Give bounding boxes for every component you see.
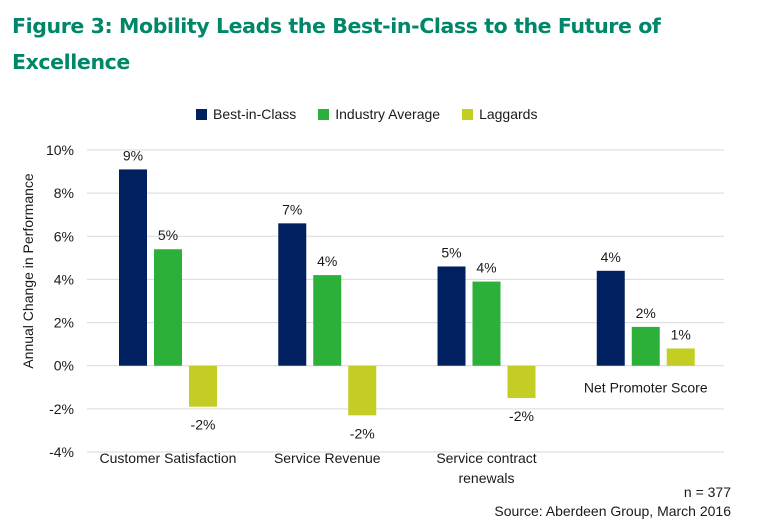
gridlines — [87, 149, 724, 453]
bar-laggards — [348, 365, 377, 416]
chart-legend: Best-in-Class Industry Average Laggards — [196, 106, 559, 122]
bar-industry-average — [472, 281, 501, 366]
y-tick-label: -4% — [49, 444, 74, 460]
legend-label: Laggards — [479, 106, 538, 122]
legend-item-best-in-class: Best-in-Class — [196, 106, 296, 122]
data-label: 4% — [317, 253, 337, 269]
category-label: Customer Satisfaction — [100, 450, 237, 466]
y-tick-label: 6% — [54, 228, 74, 244]
data-label: -2% — [350, 425, 375, 441]
data-label: 4% — [601, 249, 621, 265]
data-label: 5% — [158, 227, 178, 243]
data-label: -2% — [191, 417, 216, 433]
bar-best-in-class — [278, 223, 307, 366]
sample-size-note: n = 377 — [683, 484, 731, 500]
legend-label: Best-in-Class — [213, 106, 297, 122]
bar-best-in-class — [596, 270, 625, 366]
data-label: -2% — [509, 408, 534, 424]
data-labels: 9% 5% -2% 7% 4% -2% 5% 4% -2% 4% 2% 1% — [123, 147, 691, 441]
y-tick-label: 4% — [54, 271, 74, 287]
data-label: 2% — [636, 305, 656, 321]
bar-laggards — [507, 365, 536, 399]
y-tick-label: 8% — [54, 185, 74, 201]
legend-label: Industry Average — [335, 106, 441, 122]
legend-swatch-industry-average — [318, 108, 330, 120]
bar-best-in-class — [119, 169, 147, 366]
chart-title: Figure 3: Mobility Leads the Best-in-Cla… — [12, 14, 661, 74]
data-label: 4% — [476, 260, 496, 276]
category-label: Service contract — [436, 450, 536, 466]
category-labels: Customer Satisfaction Service Revenue Serv… — [100, 380, 708, 486]
bar-laggards — [666, 348, 695, 366]
y-tick-label: 10% — [46, 142, 74, 158]
bar-industry-average — [154, 249, 182, 366]
source-note: Source: Aberdeen Group, March 2016 — [494, 503, 731, 519]
y-tick-label: -2% — [49, 401, 74, 417]
category-label: Net Promoter Score — [584, 380, 708, 396]
category-label: renewals — [458, 470, 514, 486]
y-tick-label: 0% — [54, 358, 74, 374]
y-tick-label: 2% — [54, 315, 74, 331]
legend-swatch-best-in-class — [196, 108, 207, 120]
bar-laggards — [189, 365, 217, 407]
legend-swatch-laggards — [462, 108, 474, 120]
bars — [119, 169, 695, 416]
bar-industry-average — [631, 326, 660, 366]
y-axis-label: Annual Change in Performance — [20, 173, 36, 369]
data-label: 9% — [123, 147, 143, 163]
data-label: 1% — [671, 326, 691, 342]
data-label: 5% — [441, 244, 461, 260]
legend-item-industry-average: Industry Average — [318, 106, 440, 122]
bar-industry-average — [313, 275, 342, 366]
category-label: Service Revenue — [274, 450, 381, 466]
data-label: 7% — [282, 201, 302, 217]
bar-best-in-class — [437, 266, 466, 366]
legend-item-laggards: Laggards — [462, 106, 537, 122]
y-axis-ticks: 10% 8% 6% 4% 2% 0% -2% -4% — [46, 142, 74, 460]
